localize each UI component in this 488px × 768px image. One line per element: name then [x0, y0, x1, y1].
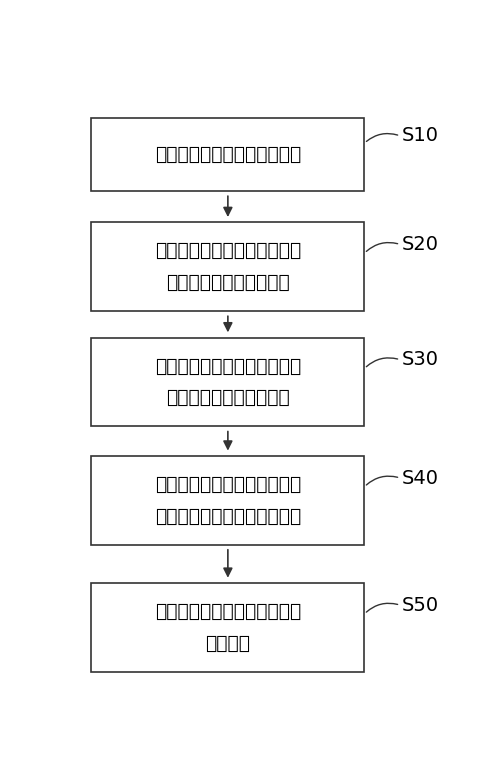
Text: S10: S10	[401, 127, 438, 145]
Bar	[91, 118, 364, 191]
Text: 按照压料路径信息驱动自动压: 按照压料路径信息驱动自动压	[154, 475, 301, 494]
Bar	[91, 338, 364, 426]
Text: S30: S30	[401, 350, 438, 369]
Bar	[91, 583, 364, 672]
Bar	[91, 222, 364, 311]
Text: S20: S20	[401, 235, 438, 254]
Text: 息，获取工件的位置信息: 息，获取工件的位置信息	[165, 273, 289, 292]
Text: 根据所述图像信息和套料图信: 根据所述图像信息和套料图信	[154, 241, 301, 260]
Text: 路径信息和压料路径信息: 路径信息和压料路径信息	[165, 389, 289, 407]
Text: 根据工件的位置信息规划取料: 根据工件的位置信息规划取料	[154, 356, 301, 376]
Bar	[91, 456, 364, 545]
Text: 根据取料路径信息驱动取料机: 根据取料路径信息驱动取料机	[154, 602, 301, 621]
Text: S50: S50	[401, 596, 438, 614]
Text: 械手取料: 械手取料	[205, 634, 250, 653]
Text: 获取切割后的料板的图像信息: 获取切割后的料板的图像信息	[154, 144, 301, 164]
Text: 板装置，使压板压在设定区域: 板装置，使压板压在设定区域	[154, 507, 301, 525]
Text: S40: S40	[401, 468, 438, 488]
